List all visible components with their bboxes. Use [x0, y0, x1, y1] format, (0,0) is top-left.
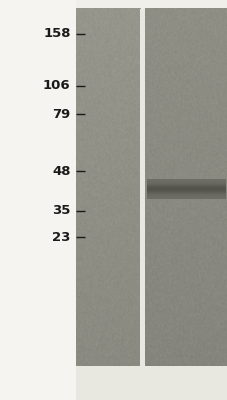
Text: 158: 158: [43, 27, 70, 40]
Text: 35: 35: [52, 204, 70, 217]
Text: 79: 79: [52, 108, 70, 121]
Bar: [76, 366, 227, 400]
Text: 48: 48: [52, 165, 70, 178]
Bar: [0, 0, 76, 400]
Bar: [140, 9, 144, 366]
Text: 23: 23: [52, 231, 70, 244]
Text: 106: 106: [43, 79, 70, 92]
